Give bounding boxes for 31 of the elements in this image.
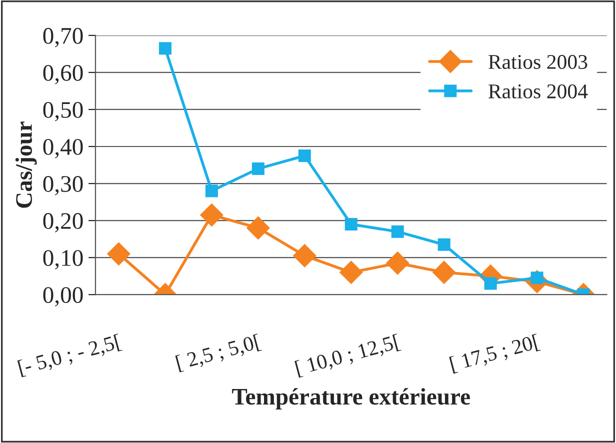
point [339,260,363,284]
y-axis-title: Cas/jour [15,122,37,208]
point [246,216,270,240]
point [292,244,316,268]
legend-label: Ratios 2004 [488,84,588,98]
y-tick-label: 0,50 [43,102,83,122]
point [200,203,224,227]
y-tick-label: 0,30 [43,176,83,196]
point [432,260,456,284]
y-tick-label: 0,20 [43,213,83,232]
x-tick-label: [ 10,0 ; 12,5[ [294,334,402,378]
y-tick-label: 0,10 [43,250,83,270]
point [386,251,410,275]
y-tick-label: 0,40 [43,138,83,158]
point [298,150,311,162]
y-tick-label: 0,70 [43,28,83,48]
y-tick-label: 0,60 [43,64,83,84]
point [344,218,358,231]
point [205,184,218,198]
x-axis-title: Température extérieure [232,388,470,410]
point [106,242,131,266]
legend-label: Ratios 2003 [488,54,588,69]
y-tick-label: 0,00 [43,287,83,306]
point [252,162,264,175]
x-tick-label: [ 2,5 ; 5,0[ [175,334,262,373]
point [438,238,450,251]
x-tick-label: [ 17,5 ; 20[ [449,334,541,374]
point [391,225,404,238]
point [484,277,497,290]
point [158,42,172,55]
x-tick-label: [- 5,0 ; - 2,5[ [17,334,123,378]
